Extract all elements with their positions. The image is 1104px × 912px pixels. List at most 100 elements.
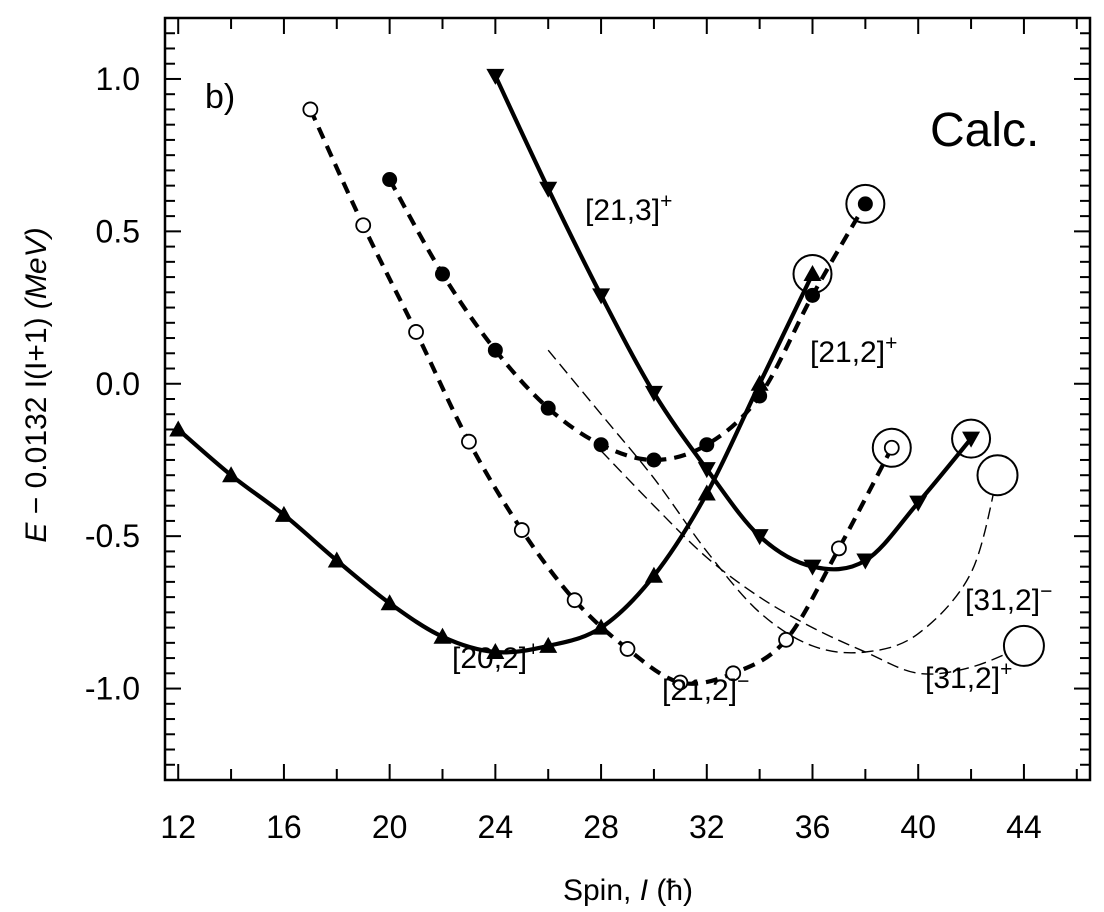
point-20-2-plus xyxy=(750,374,769,391)
point-20-2-plus xyxy=(644,566,663,583)
circled-point-31-2-minus xyxy=(976,454,1019,497)
point-21-3-plus xyxy=(909,495,928,512)
series-label-20-2-plus: [20,2]+ xyxy=(452,638,539,675)
point-21-2-plus xyxy=(593,437,609,453)
x-axis-title-prefix: Spin, xyxy=(563,874,640,907)
point-21-2-minus xyxy=(725,665,742,682)
series-label-name: [31,2] xyxy=(925,662,1000,695)
point-21-2-plus xyxy=(646,452,662,468)
series-line-31-2-minus xyxy=(547,349,999,654)
point-21-2-plus xyxy=(857,196,873,212)
point-20-2-plus xyxy=(222,466,241,483)
series-markers xyxy=(169,68,1045,691)
point-21-2-minus xyxy=(672,674,689,691)
point-20-2-plus xyxy=(433,627,452,644)
point-21-2-minus xyxy=(831,540,847,557)
series-line-21-3-plus xyxy=(493,75,973,572)
y-axis-title-rest: − 0.0132 I(I+1) xyxy=(20,309,53,522)
series-label-21-2-minus: [21,2]− xyxy=(662,670,749,707)
series-label-21-2-plus: [21,2]+ xyxy=(810,332,897,369)
circled-point-21-2-plus xyxy=(845,183,886,224)
x-axis-title-var: I xyxy=(640,874,648,907)
point-20-2-plus xyxy=(539,636,558,653)
point-20-2-plus xyxy=(592,618,611,635)
y-tick-label: 0.5 xyxy=(96,213,140,249)
series-line-31-2-plus xyxy=(600,450,1025,675)
x-tick-label: 16 xyxy=(266,809,302,845)
point-21-2-minus xyxy=(619,641,636,657)
series-label-parity: − xyxy=(1040,580,1052,603)
point-21-2-plus xyxy=(540,400,556,416)
series-line-20-2-plus xyxy=(176,273,815,655)
y-tick-labels: 1.0 0.5 0.0 -0.5 -1.0 xyxy=(85,61,140,707)
series-line-21-2-plus xyxy=(387,178,868,463)
series-label-parity: + xyxy=(1000,658,1012,681)
y-tick-label: 1.0 xyxy=(96,61,140,97)
point-21-2-plus xyxy=(487,342,503,358)
x-tick-label: 12 xyxy=(160,809,196,845)
series-label-name: [31,2] xyxy=(965,584,1040,617)
point-21-2-plus xyxy=(382,172,398,188)
series-label-name: [21,3] xyxy=(585,194,660,227)
point-21-2-plus xyxy=(435,266,450,282)
point-21-3-plus xyxy=(592,288,611,305)
series-label-name: [21,2] xyxy=(662,674,737,707)
y-axis-title-prefix: E xyxy=(20,522,53,543)
point-21-2-minus xyxy=(778,631,794,648)
calc-annotation: Calc. xyxy=(930,104,1039,157)
series-label-parity: + xyxy=(885,332,897,355)
series-lines xyxy=(176,75,1025,686)
series-label-31-2-minus: [31,2]− xyxy=(965,580,1052,617)
point-21-3-plus xyxy=(962,431,981,448)
point-21-3-plus xyxy=(644,385,663,402)
point-21-3-plus xyxy=(803,559,822,576)
x-axis-title-unit: (ħ) xyxy=(648,874,693,907)
y-tick-label: -1.0 xyxy=(85,671,140,707)
x-tick-label: 44 xyxy=(1006,809,1042,845)
x-tick-label: 32 xyxy=(689,809,725,845)
circled-point-31-2-plus xyxy=(1002,624,1045,667)
point-20-2-plus xyxy=(803,265,822,282)
point-21-3-plus xyxy=(750,529,769,546)
y-axis-title-unit: (MeV) xyxy=(20,227,53,309)
point-20-2-plus xyxy=(274,505,293,522)
x-axis-title: Spin, I (ħ) xyxy=(563,874,693,907)
point-21-2-plus xyxy=(699,437,715,453)
x-tick-label: 24 xyxy=(478,809,514,845)
series-label-21-3-plus: [21,3]+ xyxy=(585,190,672,227)
x-tick-label: 28 xyxy=(583,809,619,845)
point-21-2-minus xyxy=(566,592,583,609)
y-tick-label: 0.0 xyxy=(96,366,140,402)
point-20-2-plus xyxy=(327,551,346,568)
point-21-3-plus xyxy=(539,181,558,198)
point-21-2-minus xyxy=(513,522,530,538)
y-tick-label: -0.5 xyxy=(85,518,140,554)
point-21-2-minus xyxy=(408,324,424,340)
point-20-2-plus xyxy=(169,420,188,437)
panel-label: b) xyxy=(205,78,235,116)
point-21-2-minus xyxy=(302,101,319,118)
point-21-3-plus xyxy=(856,553,875,570)
series-label-parity: + xyxy=(660,190,672,213)
point-21-2-plus xyxy=(752,388,768,404)
point-20-2-plus xyxy=(697,484,716,501)
point-21-3-plus xyxy=(486,68,505,85)
point-21-2-minus xyxy=(461,433,477,450)
circled-point-21-3-plus xyxy=(951,418,992,459)
series-labels: [20,2]+[21,3]+[21,2]+[21,2]− [31,2]+[31,2… xyxy=(452,190,1052,707)
series-label-name: [20,2] xyxy=(452,642,527,675)
series-label-parity: + xyxy=(527,638,539,661)
point-21-2-minus xyxy=(355,217,372,234)
x-tick-label: 40 xyxy=(900,809,936,845)
series-label-31-2-plus: [31,2]+ xyxy=(925,658,1012,695)
point-21-2-minus xyxy=(883,439,900,456)
x-tick-label: 20 xyxy=(372,809,408,845)
point-21-2-plus xyxy=(805,287,820,303)
x-tick-labels: 12 16 20 24 28 32 36 40 44 xyxy=(160,809,1041,845)
series-label-parity: − xyxy=(737,670,749,693)
series-label-name: [21,2] xyxy=(810,336,885,369)
point-20-2-plus xyxy=(380,594,399,611)
x-tick-label: 36 xyxy=(795,809,831,845)
y-axis-title: E − 0.0132 I(I+1) (MeV) xyxy=(20,227,53,542)
